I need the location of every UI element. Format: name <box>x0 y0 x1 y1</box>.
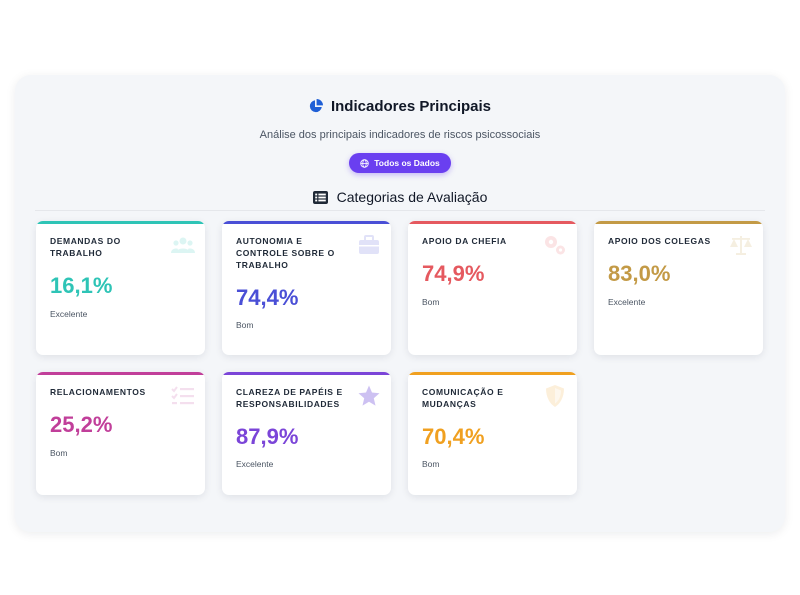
category-value: 25,2% <box>50 412 113 437</box>
category-level: Bom <box>50 448 68 458</box>
scale-icon <box>730 236 752 255</box>
category-level: Excelente <box>236 459 274 469</box>
category-level: Excelente <box>608 297 646 307</box>
card-accent-bar <box>36 221 205 224</box>
card-accent-bar <box>408 372 577 375</box>
section-title: Categorias de Avaliação <box>336 189 488 205</box>
panel-header: Indicadores Principais <box>0 95 800 117</box>
card-accent-bar <box>36 372 205 375</box>
category-name: Demandas do Trabalho <box>50 236 121 258</box>
category-card-apoio-chefia[interactable]: Apoio da Chefia 74,9% Bom <box>408 221 577 355</box>
category-name: Apoio dos Colegas <box>608 236 711 246</box>
pie-chart-icon <box>309 99 323 113</box>
category-name: Autonomia e Controle sobre o Trabalho <box>236 236 335 270</box>
star-icon <box>358 385 380 406</box>
category-name: Relacionamentos <box>50 387 146 397</box>
category-value: 70,4% <box>422 424 485 449</box>
category-card-clareza-papeis[interactable]: Clareza de Papéis e Responsabilidades 87… <box>222 372 391 495</box>
card-accent-bar <box>222 221 391 224</box>
category-card-demandas[interactable]: Demandas do Trabalho 16,1% Excelente <box>36 221 205 355</box>
category-name: Comunicação e Mudanças <box>422 387 504 409</box>
page-title: Indicadores Principais <box>330 97 492 115</box>
category-value: 74,9% <box>422 261 485 286</box>
category-level: Excelente <box>50 309 88 319</box>
category-name: Clareza de Papéis e Responsabilidades <box>236 387 343 409</box>
list-icon <box>312 190 328 204</box>
category-value: 87,9% <box>236 424 299 449</box>
category-card-relacionamentos[interactable]: Relacionamentos 25,2% Bom <box>36 372 205 495</box>
page-subtitle: Análise dos principais indicadores de ri… <box>259 129 541 141</box>
category-value: 16,1% <box>50 273 113 298</box>
card-accent-bar <box>222 372 391 375</box>
shield-icon <box>546 385 564 407</box>
section-divider <box>35 210 765 211</box>
briefcase-icon <box>359 235 379 254</box>
card-accent-bar <box>594 221 763 224</box>
category-value: 83,0% <box>608 261 671 286</box>
list-check-icon <box>171 386 194 405</box>
globe-icon <box>360 158 369 168</box>
category-level: Bom <box>422 297 440 307</box>
card-accent-bar <box>408 221 577 224</box>
all-data-filter-button[interactable]: Todos os Dados <box>349 153 451 173</box>
category-level: Bom <box>236 320 254 330</box>
gears-icon <box>545 236 565 255</box>
category-value: 74,4% <box>236 285 299 310</box>
category-name: Apoio da Chefia <box>422 236 507 246</box>
category-level: Bom <box>422 459 440 469</box>
users-icon <box>171 237 195 253</box>
category-card-apoio-colegas[interactable]: Apoio dos Colegas 83,0% Excelente <box>594 221 763 355</box>
all-data-filter-label: Todos os Dados <box>374 158 440 168</box>
category-card-comunicacao[interactable]: Comunicação e Mudanças 70,4% Bom <box>408 372 577 495</box>
category-card-autonomia[interactable]: Autonomia e Controle sobre o Trabalho 74… <box>222 221 391 355</box>
section-header: Categorias de Avaliação <box>0 187 800 207</box>
